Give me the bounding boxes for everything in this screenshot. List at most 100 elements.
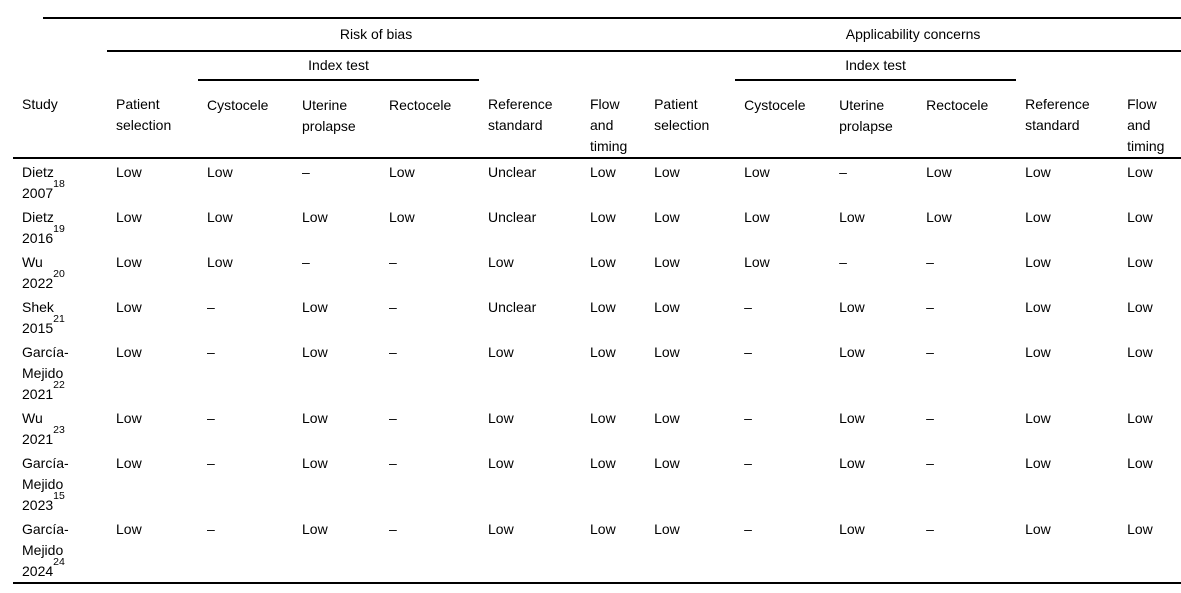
risk-of-bias-flow-and-timing-cell: Low	[590, 299, 616, 315]
risk-of-bias-patient-selection-cell: Low	[116, 299, 142, 315]
risk-of-bias-uterine-prolapse-cell: Low	[302, 410, 328, 426]
risk-of-bias-rectocele-cell: –	[389, 344, 397, 360]
applicability-uterine-prolapse-cell: Low	[839, 344, 865, 360]
reference-number: 23	[53, 424, 65, 437]
risk-of-bias-reference-standard-cell: Unclear	[488, 209, 537, 225]
applicability-reference-standard-cell: Low	[1025, 164, 1051, 180]
applicability-flow-and-timing-cell: Low	[1127, 209, 1153, 225]
reference-number: 19	[53, 223, 65, 236]
risk-of-bias-rectocele-cell: –	[389, 521, 397, 537]
header-spacer-cell	[479, 51, 581, 80]
applicability-cystocele-cell: –	[744, 455, 752, 471]
study-row: Dietz 200718 Low Low – Low Unclear Low Low Low – Lo…	[13, 158, 1181, 204]
applicability-patient-selection-cell: Low	[654, 521, 680, 537]
study-column-header: Study	[13, 80, 107, 159]
applicability-flow-and-timing-cell: Low	[1127, 521, 1153, 537]
applicability-concerns-section-header: Applicability concerns	[645, 19, 1181, 52]
applicability-flow-and-timing-cell: Low	[1127, 299, 1153, 315]
applicability-flow-and-timing-cell: Low	[1127, 254, 1153, 270]
study-cell: García- Mejido 202315	[22, 455, 69, 513]
risk-of-bias-uterine-prolapse-cell: Low	[302, 455, 328, 471]
risk-of-bias-flow-and-timing-cell: Low	[590, 521, 616, 537]
risk-of-bias-reference-standard-cell: Unclear	[488, 299, 537, 315]
risk-of-bias-reference-standard-cell: Low	[488, 254, 514, 270]
risk-of-bias-flow-and-timing-cell: Low	[590, 254, 616, 270]
applicability-cystocele-cell: –	[744, 299, 752, 315]
rob-patient-selection-column-header: Patient selection	[107, 80, 198, 159]
risk-of-bias-reference-standard-cell: Low	[488, 344, 514, 360]
risk-of-bias-uterine-prolapse-cell: –	[302, 254, 310, 270]
table-body: Dietz 200718 Low Low – Low Unclear Low Low Low – Lo…	[13, 158, 1181, 583]
applicability-patient-selection-cell: Low	[654, 209, 680, 225]
applicability-flow-and-timing-cell: Low	[1127, 164, 1153, 180]
risk-of-bias-uterine-prolapse-cell: Low	[302, 344, 328, 360]
risk-of-bias-section-header: Risk of bias	[107, 19, 646, 52]
risk-of-bias-cystocele-cell: –	[207, 344, 215, 360]
risk-of-bias-rectocele-cell: –	[389, 410, 397, 426]
applicability-patient-selection-cell: Low	[654, 254, 680, 270]
study-cell: Shek 201521	[22, 299, 65, 336]
applicability-rectocele-cell: Low	[926, 209, 952, 225]
applicability-uterine-prolapse-cell: Low	[839, 209, 865, 225]
ac-rectocele-column-header: Rectocele	[917, 80, 1017, 159]
applicability-cystocele-cell: –	[744, 410, 752, 426]
risk-of-bias-reference-standard-cell: Low	[488, 455, 514, 471]
study-cell: García- Mejido 202122	[22, 344, 69, 402]
applicability-rectocele-cell: –	[926, 455, 934, 471]
risk-of-bias-rectocele-cell: –	[389, 254, 397, 270]
study-row: Wu 202220 Low Low – – Low Low Low Low – – Low Low	[13, 249, 1181, 294]
risk-of-bias-flow-and-timing-cell: Low	[590, 455, 616, 471]
header-spacer-cell	[581, 51, 645, 80]
risk-of-bias-index-test-header: Index test	[198, 51, 479, 81]
applicability-cystocele-cell: Low	[744, 209, 770, 225]
risk-of-bias-cystocele-cell: –	[207, 455, 215, 471]
ac-uterine-prolapse-column-header: Uterine prolapse	[830, 80, 918, 159]
table-header: Risk of bias Applicability concerns Inde…	[13, 19, 1181, 159]
applicability-reference-standard-cell: Low	[1025, 209, 1051, 225]
study-row: Shek 201521 Low – Low – Unclear Low Low – Low – Low L…	[13, 294, 1181, 339]
header-spacer-cell	[645, 51, 735, 80]
risk-of-bias-patient-selection-cell: Low	[116, 410, 142, 426]
risk-of-bias-rectocele-cell: –	[389, 455, 397, 471]
risk-of-bias-cystocele-cell: –	[207, 299, 215, 315]
risk-of-bias-patient-selection-cell: Low	[116, 209, 142, 225]
applicability-reference-standard-cell: Low	[1025, 410, 1051, 426]
table-top-rule	[43, 17, 1181, 19]
applicability-patient-selection-cell: Low	[654, 299, 680, 315]
study-cell: Wu 202123	[22, 410, 65, 447]
reference-number: 22	[53, 379, 65, 392]
applicability-uterine-prolapse-cell: –	[839, 254, 847, 270]
rob-rectocele-column-header: Rectocele	[380, 80, 479, 159]
applicability-patient-selection-cell: Low	[654, 164, 680, 180]
risk-of-bias-rectocele-cell: Low	[389, 164, 415, 180]
risk-of-bias-reference-standard-cell: Low	[488, 521, 514, 537]
risk-of-bias-flow-and-timing-cell: Low	[590, 209, 616, 225]
applicability-uterine-prolapse-cell: Low	[839, 299, 865, 315]
ac-cystocele-column-header: Cystocele	[735, 80, 831, 159]
risk-of-bias-cystocele-cell: –	[207, 521, 215, 537]
risk-of-bias-reference-standard-cell: Unclear	[488, 164, 537, 180]
risk-of-bias-patient-selection-cell: Low	[116, 254, 142, 270]
applicability-rectocele-cell: –	[926, 254, 934, 270]
risk-of-bias-uterine-prolapse-cell: –	[302, 164, 310, 180]
applicability-cystocele-cell: Low	[744, 164, 770, 180]
applicability-rectocele-cell: –	[926, 344, 934, 360]
applicability-reference-standard-cell: Low	[1025, 254, 1051, 270]
risk-of-bias-cystocele-cell: –	[207, 410, 215, 426]
ac-flow-and-timing-column-header: Flow and timing	[1118, 80, 1181, 159]
reference-number: 15	[53, 490, 65, 503]
applicability-uterine-prolapse-cell: Low	[839, 455, 865, 471]
risk-of-bias-uterine-prolapse-cell: Low	[302, 299, 328, 315]
applicability-rectocele-cell: –	[926, 410, 934, 426]
risk-of-bias-rectocele-cell: –	[389, 299, 397, 315]
reference-number: 20	[53, 268, 65, 281]
reference-number: 18	[53, 178, 65, 191]
rob-cystocele-column-header: Cystocele	[198, 80, 293, 159]
applicability-reference-standard-cell: Low	[1025, 344, 1051, 360]
study-row: García- Mejido 202424 Low – Low – Low Low Low – Low…	[13, 516, 1181, 583]
applicability-uterine-prolapse-cell: –	[839, 164, 847, 180]
risk-of-bias-rectocele-cell: Low	[389, 209, 415, 225]
risk-of-bias-cystocele-cell: Low	[207, 209, 233, 225]
header-spacer-cell	[13, 51, 107, 80]
reference-number: 21	[53, 313, 65, 326]
